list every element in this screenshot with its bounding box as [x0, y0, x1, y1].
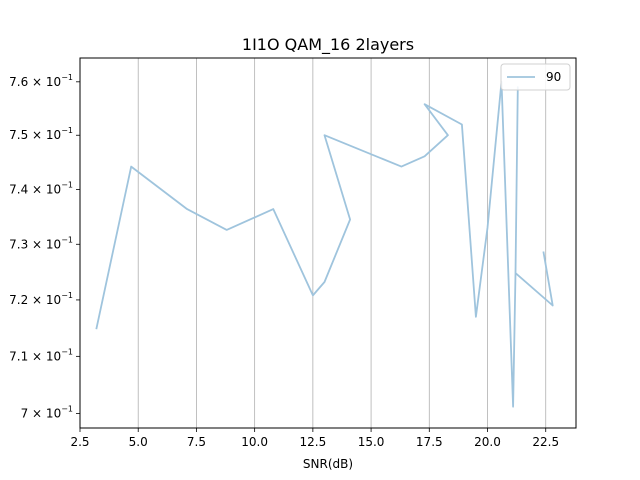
- series-line: [95, 80, 554, 408]
- chart-title: 1I1O QAM_16 2layers: [242, 35, 414, 55]
- x-tick-label: 20.0: [474, 435, 501, 449]
- series-layer: [95, 80, 554, 408]
- x-tick-label: 17.5: [416, 435, 443, 449]
- legend[interactable]: 90: [500, 63, 571, 91]
- plot-frame: [79, 57, 577, 429]
- legend-box: [500, 63, 571, 91]
- grid-layer: [137, 58, 547, 428]
- x-tick-label: 22.5: [532, 435, 559, 449]
- x-tick-label: 2.5: [70, 435, 89, 449]
- y-tick-label: 7.1 × 10−1: [9, 347, 73, 363]
- x-tick-label: 7.5: [187, 435, 206, 449]
- y-tick-label: 7.3 × 10−1: [9, 235, 73, 251]
- x-tick-label: 15.0: [358, 435, 385, 449]
- x-axis-label: SNR(dB): [303, 457, 353, 471]
- x-axis-ticks: 2.5 5.0 7.5 10.0 12.5 15.0 17.5 20.0 22.5: [70, 428, 559, 449]
- y-tick-label: 7.2 × 10−1: [9, 291, 73, 307]
- x-tick-label: 10.0: [241, 435, 268, 449]
- y-tick-label: 7.4 × 10−1: [9, 180, 73, 196]
- y-axis-ticks: 7 × 10−1 7.1 × 10−1 7.2 × 10−1 7.3 × 10−1 7.…: [9, 73, 80, 421]
- x-tick-label: 5.0: [129, 435, 148, 449]
- x-tick-label: 12.5: [300, 435, 327, 449]
- y-tick-label: 7.5 × 10−1: [9, 126, 73, 142]
- y-tick-label: 7 × 10−1: [21, 405, 73, 421]
- y-tick-label: 7.6 × 10−1: [9, 73, 73, 89]
- legend-label: 90: [546, 70, 561, 84]
